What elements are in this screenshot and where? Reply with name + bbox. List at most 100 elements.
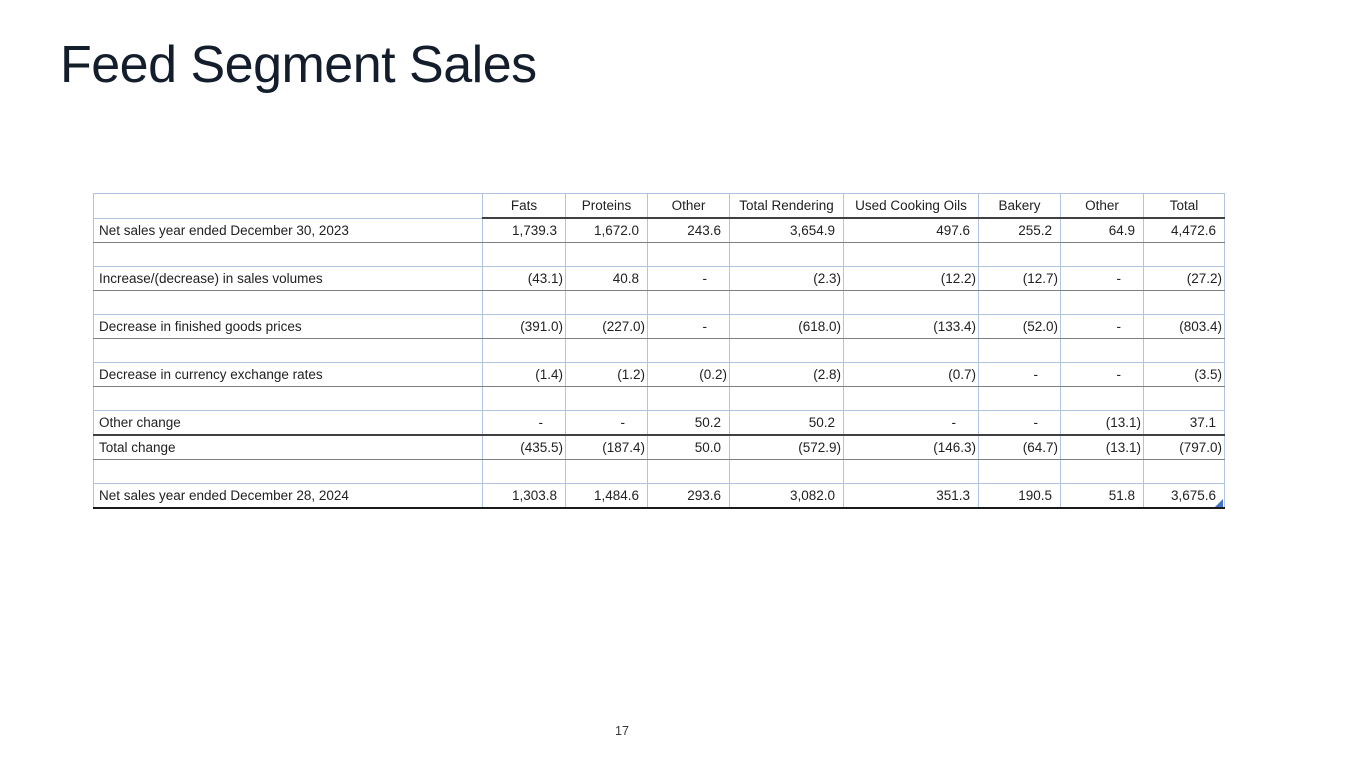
cell-value: - — [843, 410, 979, 436]
cell-value: 293.6 — [647, 483, 730, 509]
cell-value: (12.2) — [843, 266, 979, 291]
cell-value: (187.4) — [565, 434, 648, 460]
sales-table: Fats Proteins Other Total Rendering Used Coo… — [93, 193, 1225, 509]
table-row: Other change - -50.2 50.2- - (13.1) 37.1 — [93, 410, 1225, 436]
cell-value: 50.2 — [729, 410, 844, 436]
cell-value — [978, 386, 1061, 411]
cell-value: (435.5) — [482, 434, 566, 460]
cell-value — [1060, 386, 1144, 411]
cell-value: - — [1060, 266, 1144, 291]
cell-value: (0.7) — [843, 362, 979, 387]
cell-value: - — [978, 410, 1061, 436]
row-label: Net sales year ended December 30, 2023 — [93, 217, 483, 243]
cell-value: (13.1) — [1060, 410, 1144, 436]
cell-value: (27.2) — [1143, 266, 1225, 291]
cell-value: - — [647, 314, 730, 339]
row-label: Decrease in currency exchange rates — [93, 362, 483, 387]
column-header: Other — [1060, 193, 1144, 219]
cell-value: - — [565, 410, 648, 436]
cell-value: (0.2) — [647, 362, 730, 387]
table-header: Fats Proteins Other Total Rendering Used Coo… — [93, 193, 1225, 219]
cell-value: (12.7) — [978, 266, 1061, 291]
header-row: Fats Proteins Other Total Rendering Used Coo… — [93, 193, 1225, 219]
cell-value — [647, 459, 730, 484]
slide-title: Feed Segment Sales — [60, 36, 537, 94]
cell-value — [482, 386, 566, 411]
table-row: Total change (435.5) (187.4) 50.0 (572.9) (14… — [93, 434, 1225, 460]
table-body: Net sales year ended December 30, 2023 1,… — [93, 217, 1225, 509]
cell-value — [978, 242, 1061, 267]
cell-value — [729, 242, 844, 267]
cell-value: (43.1) — [482, 266, 566, 291]
cell-value — [647, 386, 730, 411]
cell-value: (133.4) — [843, 314, 979, 339]
row-label: Net sales year ended December 28, 2024 — [93, 483, 483, 509]
cell-value: 351.3 — [843, 483, 979, 509]
cell-value — [1143, 386, 1225, 411]
cell-value — [1143, 338, 1225, 363]
cell-value — [647, 242, 730, 267]
cell-value — [978, 459, 1061, 484]
cell-value: (13.1) — [1060, 434, 1144, 460]
cell-value — [978, 338, 1061, 363]
row-label: Other change — [93, 410, 483, 436]
table-row — [93, 386, 1225, 411]
cell-value — [482, 338, 566, 363]
row-label — [93, 459, 483, 484]
cell-value — [482, 242, 566, 267]
cell-value: - — [978, 362, 1061, 387]
column-header: Used Cooking Oils — [843, 193, 979, 219]
cell-value: 3,675.6 — [1143, 483, 1225, 509]
cell-value — [1143, 290, 1225, 315]
column-header: Bakery — [978, 193, 1061, 219]
table-row: Decrease in currency exchange rates (1.4)… — [93, 362, 1225, 387]
cell-value — [843, 338, 979, 363]
cell-value: (391.0) — [482, 314, 566, 339]
cell-value — [978, 290, 1061, 315]
cell-value — [729, 290, 844, 315]
cell-value: (3.5) — [1143, 362, 1225, 387]
cell-value — [565, 459, 648, 484]
column-header: Fats — [482, 193, 566, 219]
column-header: Proteins — [565, 193, 648, 219]
cell-value: 64.9 — [1060, 217, 1144, 243]
cell-value — [647, 290, 730, 315]
cell-value: 3,082.0 — [729, 483, 844, 509]
row-label — [93, 338, 483, 363]
cell-value: - — [482, 410, 566, 436]
row-label — [93, 386, 483, 411]
cell-value: 1,303.8 — [482, 483, 566, 509]
table-row — [93, 338, 1225, 363]
cell-value — [565, 242, 648, 267]
cell-value: (2.8) — [729, 362, 844, 387]
cell-value — [482, 290, 566, 315]
cell-value: 50.2 — [647, 410, 730, 436]
cell-value: 255.2 — [978, 217, 1061, 243]
cell-value: 37.1 — [1143, 410, 1225, 436]
cell-value: 1,484.6 — [565, 483, 648, 509]
cell-value — [843, 459, 979, 484]
column-header: Total — [1143, 193, 1225, 219]
cell-value — [1060, 338, 1144, 363]
cell-value: (2.3) — [729, 266, 844, 291]
cell-value: (1.2) — [565, 362, 648, 387]
column-header-blank — [93, 193, 483, 219]
cell-value — [843, 290, 979, 315]
cell-value: 1,739.3 — [482, 217, 566, 243]
table-row: Decrease in finished goods prices (391.0)… — [93, 314, 1225, 339]
cell-value: (797.0) — [1143, 434, 1225, 460]
row-label: Total change — [93, 434, 483, 460]
cell-value: 4,472.6 — [1143, 217, 1225, 243]
column-header: Other — [647, 193, 730, 219]
cell-value: (803.4) — [1143, 314, 1225, 339]
cell-value: - — [1060, 362, 1144, 387]
cell-value — [1060, 290, 1144, 315]
cell-value: (64.7) — [978, 434, 1061, 460]
cell-value — [647, 338, 730, 363]
cell-value: (227.0) — [565, 314, 648, 339]
cell-value — [1060, 242, 1144, 267]
cell-value: 51.8 — [1060, 483, 1144, 509]
cell-value: 1,672.0 — [565, 217, 648, 243]
table-row — [93, 290, 1225, 315]
cell-value — [843, 386, 979, 411]
